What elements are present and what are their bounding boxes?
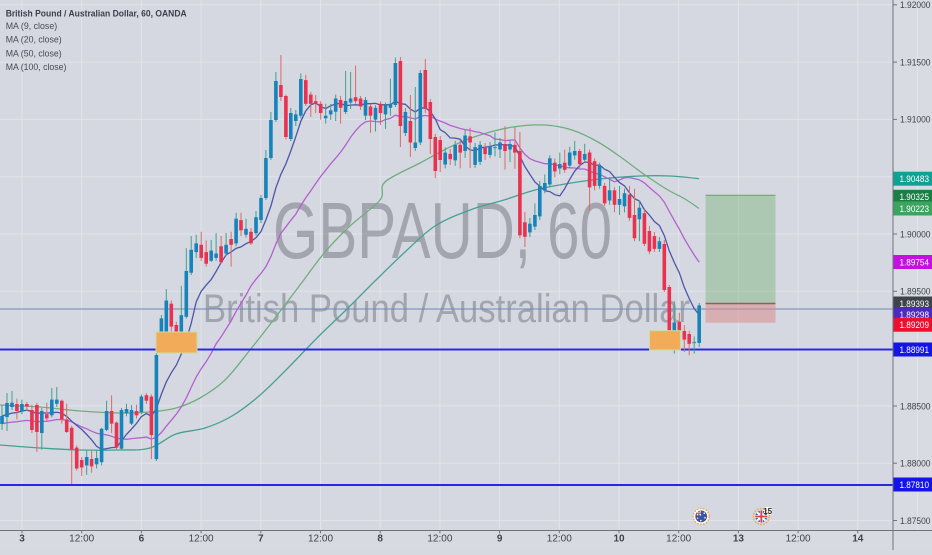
svg-text:12:00: 12:00: [547, 533, 572, 544]
svg-text:10: 10: [613, 533, 625, 544]
svg-text:1.88000: 1.88000: [900, 459, 931, 469]
svg-text:12:00: 12:00: [786, 533, 811, 544]
svg-text:1.87810: 1.87810: [900, 480, 930, 490]
svg-text:MA (50, close): MA (50, close): [6, 48, 62, 59]
svg-text:1.90325: 1.90325: [900, 192, 930, 202]
svg-text:12:00: 12:00: [69, 533, 94, 544]
svg-text:GBPAUD, 60: GBPAUD, 60: [273, 186, 612, 275]
svg-text:MA (9, close): MA (9, close): [6, 21, 58, 32]
svg-text:MA (20, close): MA (20, close): [6, 35, 62, 46]
svg-text:1.88991: 1.88991: [900, 345, 930, 355]
svg-text:6: 6: [139, 533, 145, 544]
svg-text:1.90000: 1.90000: [900, 229, 931, 239]
svg-text:1.92000: 1.92000: [900, 0, 931, 10]
svg-text:8: 8: [377, 533, 383, 544]
svg-text:15: 15: [763, 507, 772, 516]
svg-text:1.90483: 1.90483: [900, 174, 930, 184]
svg-text:1.87500: 1.87500: [900, 516, 931, 526]
svg-text:7: 7: [258, 533, 264, 544]
svg-text:1.89209: 1.89209: [900, 320, 930, 330]
svg-text:1.90223: 1.90223: [900, 204, 930, 214]
svg-text:12:00: 12:00: [427, 533, 452, 544]
svg-text:1.88500: 1.88500: [900, 401, 931, 411]
svg-text:12:00: 12:00: [308, 533, 333, 544]
svg-text:3: 3: [19, 533, 25, 544]
svg-text:14: 14: [852, 533, 864, 544]
svg-text:12:00: 12:00: [189, 533, 214, 544]
svg-text:9: 9: [497, 533, 503, 544]
svg-text:13: 13: [733, 533, 745, 544]
svg-text:British Pound / Australian Dol: British Pound / Australian Dollar, 60, O…: [6, 8, 187, 19]
svg-text:MA (100, close): MA (100, close): [6, 62, 67, 73]
svg-text:1.91500: 1.91500: [900, 57, 931, 67]
svg-text:12:00: 12:00: [666, 533, 691, 544]
svg-text:1.89393: 1.89393: [900, 299, 930, 309]
svg-text:1.89754: 1.89754: [900, 257, 930, 267]
svg-text:1.91000: 1.91000: [900, 115, 931, 125]
svg-text:1.89500: 1.89500: [900, 287, 931, 297]
